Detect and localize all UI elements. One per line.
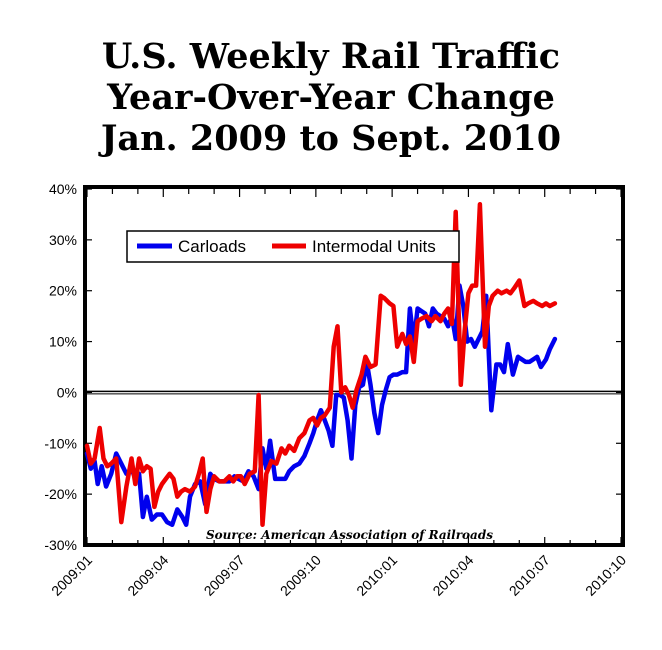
y-axis: 40% 30% 20% 10% 0% -10% -20% -30% [44, 181, 623, 553]
y-tick-label: 0% [57, 384, 77, 400]
series-group [84, 202, 558, 527]
x-tick-label: 2009:04 [124, 552, 171, 599]
x-tick-label: 2010:10 [582, 552, 629, 599]
chart-title-line-2: Year-Over-Year Change [107, 77, 555, 118]
x-tick-label: 2010:04 [429, 552, 476, 599]
x-tick-label: 2009:10 [277, 552, 324, 599]
chart-title-line-1: U.S. Weekly Rail Traffic [101, 36, 561, 77]
x-tick-label: 2010:01 [353, 552, 400, 599]
y-tick-label: -10% [44, 435, 77, 451]
y-tick-label: 10% [49, 334, 77, 350]
source-note: Source: American Association of Railroad… [206, 528, 493, 542]
y-tick-label: 20% [49, 283, 77, 299]
legend: Carloads Intermodal Units [126, 230, 460, 263]
x-tick-label: 2009:01 [48, 552, 95, 599]
y-tick-label: -30% [44, 537, 77, 553]
chart-title-line-3: Jan. 2009 to Sept. 2010 [100, 118, 562, 159]
series-line-intermodal-units [84, 202, 558, 527]
x-tick-label: 2009:07 [201, 552, 248, 599]
plot-frame [83, 185, 625, 547]
y-tick-label: 40% [49, 181, 77, 197]
y-tick-label: -20% [44, 486, 77, 502]
series-line-carloads [84, 283, 558, 527]
y-tick-label: 30% [49, 232, 77, 248]
x-tick-label: 2010:07 [506, 552, 553, 599]
legend-label-intermodal: Intermodal Units [312, 237, 436, 256]
legend-label-carloads: Carloads [178, 237, 246, 256]
chart-title: U.S. Weekly Rail Traffic Year-Over-Year … [0, 36, 662, 159]
